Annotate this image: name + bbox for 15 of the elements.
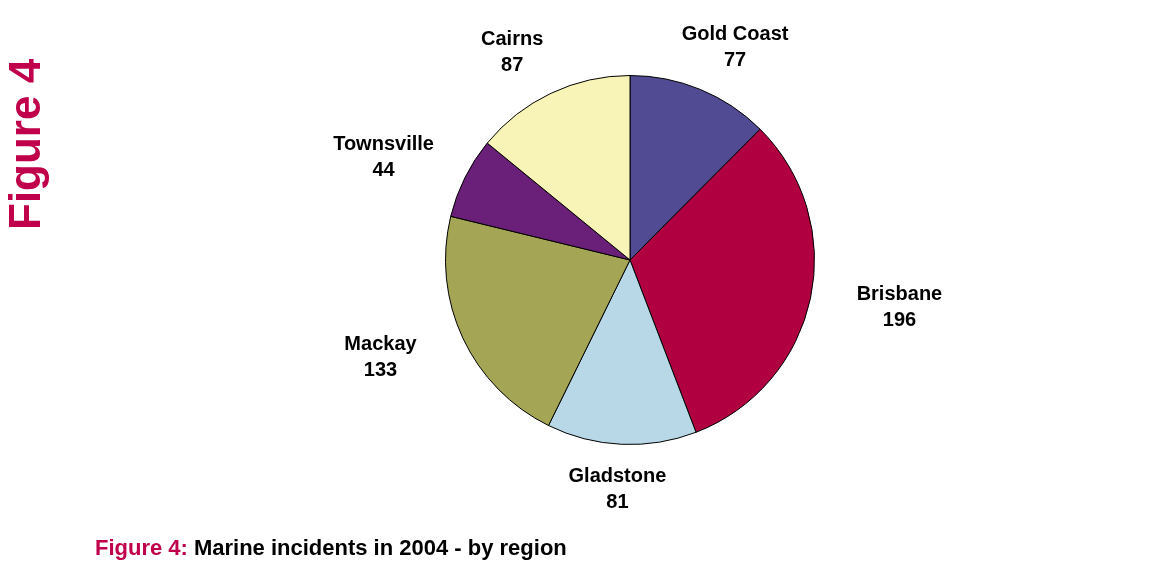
slice-label: Gold Coast — [681, 22, 789, 45]
caption: Figure 4 — [0, 58, 50, 230]
slice-label: Brisbane — [856, 282, 943, 304]
slice-label: Gladstone — [568, 463, 667, 486]
slice-label: Cairns — [481, 27, 544, 50]
data-label: 133 — [363, 357, 398, 380]
slice-label: Mackay — [344, 331, 418, 354]
data-label: 87 — [501, 53, 524, 76]
caption: Figure 4: — [95, 535, 188, 560]
slice-label: Townsville — [333, 132, 434, 155]
data-label: 44 — [372, 158, 396, 181]
data-label: 77 — [723, 48, 747, 71]
data-label: 81 — [606, 489, 629, 512]
data-label: 196 — [882, 308, 917, 330]
text: Marine incidents in 2004 - by region — [193, 535, 567, 560]
